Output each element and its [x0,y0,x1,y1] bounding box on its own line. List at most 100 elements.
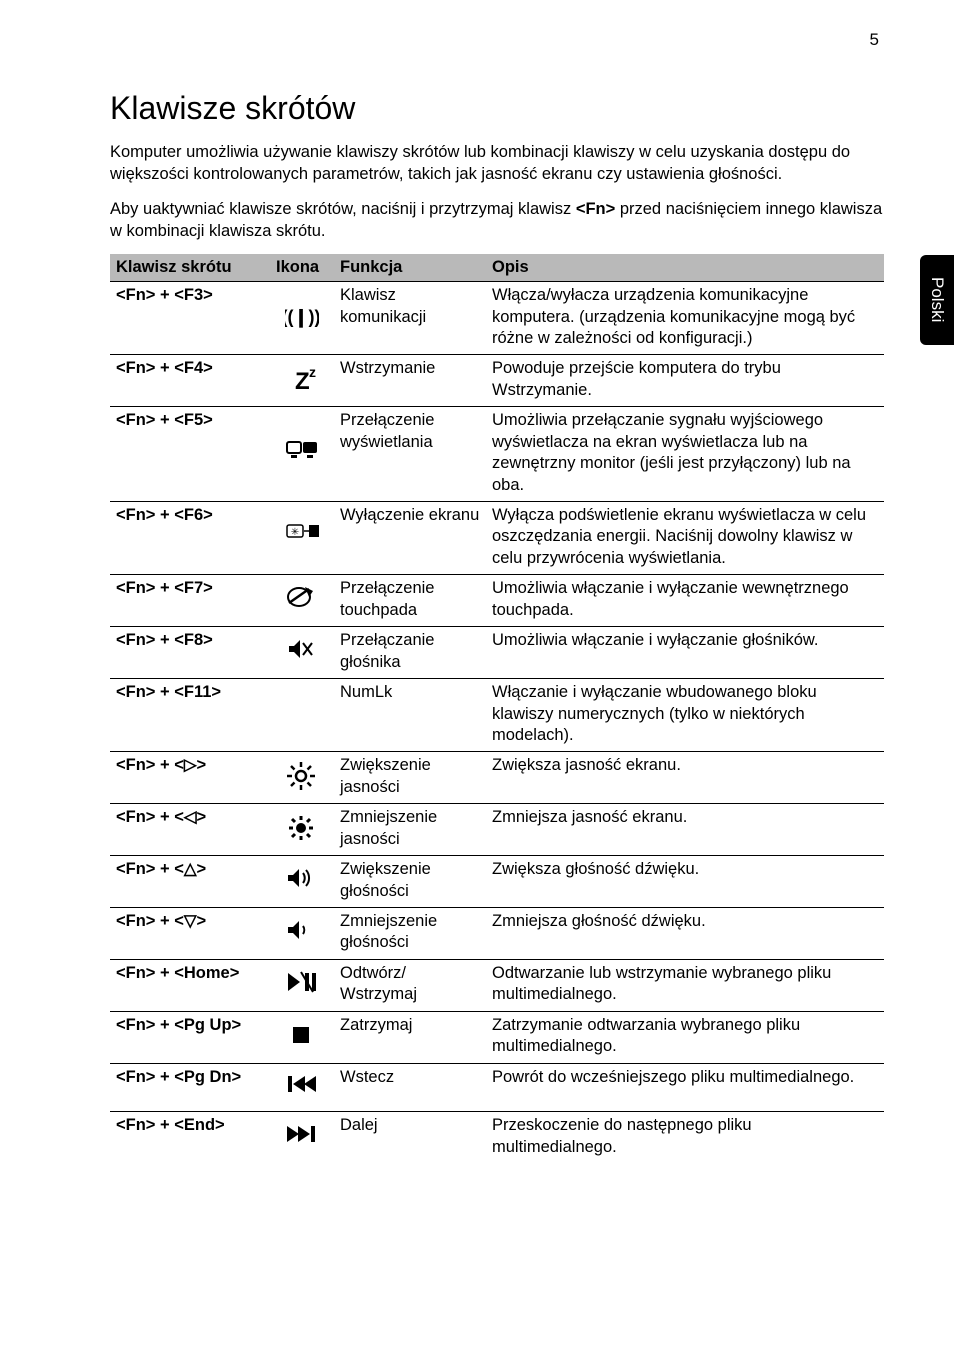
function-cell: Zmniejszenie głośności [334,908,486,960]
description-cell: Powoduje przejście komputera do trybu Ws… [486,355,884,407]
table-row: <Fn> + <Pg Dn> WsteczPowrót do wcześniejs… [110,1063,884,1111]
intro-text: Aby uaktywniać klawisze skrótów, naciśni… [110,200,576,218]
table-row: <Fn> + <△> Zwiększenie głośnościZwiększa … [110,856,884,908]
icon-cell [270,679,334,752]
hotkey-cell: <Fn> + <F8> [110,627,270,679]
next-icon [285,1120,319,1150]
hotkey-cell: <Fn> + <F6> [110,502,270,575]
function-cell: Zwiększenie głośności [334,856,486,908]
hotkeys-table: Klawisz skrótu Ikona Funkcja Opis <Fn> +… [110,254,884,1163]
icon-cell [270,1063,334,1111]
function-cell: NumLk [334,679,486,752]
table-row: <Fn> + <Home> Odtwórz/ WstrzymajOdtwarzan… [110,959,884,1011]
table-row: <Fn> + <F7> Przełączenie touchpadaUmożliw… [110,575,884,627]
table-row: <Fn> + <F4> WstrzymaniePowoduje przejście… [110,355,884,407]
table-row: <Fn> + <F3> Klawisz komunikacjiWłącza/wył… [110,282,884,355]
language-tab: Polski [920,255,954,345]
page-title: Klawisze skrótów [110,90,884,127]
description-cell: Zwiększa głośność dźwięku. [486,856,884,908]
hotkey-cell: <Fn> + <F7> [110,575,270,627]
hotkey-cell: <Fn> + <F3> [110,282,270,355]
page-number: 5 [870,30,879,50]
description-cell: Zwiększa jasność ekranu. [486,752,884,804]
intro-block: Komputer umożliwia używanie klawiszy skr… [110,141,884,242]
mute-icon [285,635,319,665]
description-cell: Umożliwia włączanie i wyłączanie głośnik… [486,627,884,679]
wifi-icon [285,301,319,331]
table-row: <Fn> + <F11> NumLkWłączanie i wyłączanie … [110,679,884,752]
hotkey-cell: <Fn> + <F11> [110,679,270,752]
function-cell: Klawisz komunikacji [334,282,486,355]
function-cell: Dalej [334,1112,486,1163]
hotkey-cell: <Fn> + <F4> [110,355,270,407]
function-cell: Zwiększenie jasności [334,752,486,804]
playpause-icon [285,968,319,998]
col-header-icon: Ikona [270,254,334,282]
table-header-row: Klawisz skrótu Ikona Funkcja Opis [110,254,884,282]
icon-cell [270,959,334,1011]
bright-dn-icon [285,812,319,842]
icon-cell [270,355,334,407]
table-row: <Fn> + <▽> Zmniejszenie głośnościZmniejsz… [110,908,884,960]
intro-paragraph-2: Aby uaktywniać klawisze skrótów, naciśni… [110,198,884,243]
function-cell: Wyłączenie ekranu [334,502,486,575]
icon-cell [270,908,334,960]
table-row: <Fn> + <F5> Przełączenie wyświetlaniaUmoż… [110,407,884,502]
function-cell: Wstrzymanie [334,355,486,407]
hotkey-cell: <Fn> + <Pg Up> [110,1011,270,1063]
col-header-desc: Opis [486,254,884,282]
fn-key-bold: <Fn> [576,200,615,218]
prev-icon [285,1070,319,1100]
function-cell: Zmniejszenie jasności [334,804,486,856]
screenoff-icon [285,520,319,550]
hotkey-cell: <Fn> + <▽> [110,908,270,960]
table-row: <Fn> + <Pg Up>ZatrzymajZatrzymanie odtwa… [110,1011,884,1063]
icon-cell [270,1112,334,1163]
description-cell: Włącza/wyłacza urządzenia komunikacyjne … [486,282,884,355]
vol-dn-icon [285,916,319,946]
icon-cell [270,804,334,856]
description-cell: Przeskoczenie do następnego pliku multim… [486,1112,884,1163]
description-cell: Umożliwia przełączanie sygnału wyjściowe… [486,407,884,502]
sleep-icon [285,363,319,393]
hotkey-cell: <Fn> + <▷> [110,752,270,804]
icon-cell [270,856,334,908]
icon-cell [270,282,334,355]
description-cell: Zatrzymanie odtwarzania wybranego pliku … [486,1011,884,1063]
hotkey-cell: <Fn> + <Pg Dn> [110,1063,270,1111]
intro-paragraph-1: Komputer umożliwia używanie klawiszy skr… [110,141,884,186]
hotkey-cell: <Fn> + <△> [110,856,270,908]
icon-cell [270,575,334,627]
display-icon [285,436,319,466]
touchpad-icon [285,583,319,613]
description-cell: Zmniejsza głośność dźwięku. [486,908,884,960]
description-cell: Umożliwia włączanie i wyłączanie wewnętr… [486,575,884,627]
vol-up-icon [285,864,319,894]
icon-cell [270,752,334,804]
hotkey-cell: <Fn> + <◁> [110,804,270,856]
function-cell: Przełączenie touchpada [334,575,486,627]
icon-cell [270,1011,334,1063]
description-cell: Powrót do wcześniejszego pliku multimedi… [486,1063,884,1111]
hotkey-cell: <Fn> + <F5> [110,407,270,502]
icon-cell [270,407,334,502]
hotkey-cell: <Fn> + <Home> [110,959,270,1011]
function-cell: Odtwórz/ Wstrzymaj [334,959,486,1011]
table-row: <Fn> + <▷> Zwiększenie jasnościZwiększa j… [110,752,884,804]
col-header-func: Funkcja [334,254,486,282]
description-cell: Odtwarzanie lub wstrzymanie wybranego pl… [486,959,884,1011]
description-cell: Zmniejsza jasność ekranu. [486,804,884,856]
table-row: <Fn> + <End> DalejPrzeskoczenie do następ… [110,1112,884,1163]
icon-cell [270,627,334,679]
function-cell: Przełączenie wyświetlania [334,407,486,502]
function-cell: Przełączanie głośnika [334,627,486,679]
bright-up-icon [285,760,319,790]
function-cell: Wstecz [334,1063,486,1111]
icon-cell [270,502,334,575]
table-row: <Fn> + <◁> Zmniejszenie jasnościZmniejsza… [110,804,884,856]
description-cell: Wyłącza podświetlenie ekranu wyświetlacz… [486,502,884,575]
table-row: <Fn> + <F8> Przełączanie głośnikaUmożliwi… [110,627,884,679]
description-cell: Włączanie i wyłączanie wbudowanego bloku… [486,679,884,752]
hotkey-cell: <Fn> + <End> [110,1112,270,1163]
table-row: <Fn> + <F6> Wyłączenie ekranuWyłącza podś… [110,502,884,575]
